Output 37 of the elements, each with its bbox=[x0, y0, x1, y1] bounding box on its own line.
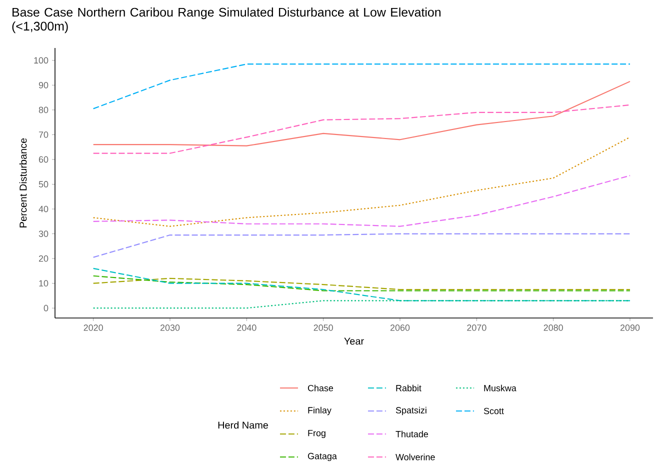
legend-label: Chase bbox=[308, 384, 334, 392]
y-tick-label: 70 bbox=[38, 132, 48, 138]
y-tick-label: 10 bbox=[39, 280, 48, 286]
y-tick-label: 30 bbox=[38, 230, 48, 237]
y-tick-label: 40 bbox=[38, 206, 48, 212]
x-tick-label: 2090 bbox=[620, 324, 640, 331]
x-axis-title: Year bbox=[344, 338, 364, 345]
y-tick-label: 20 bbox=[38, 255, 48, 262]
line-series bbox=[92, 80, 631, 146]
legend-label: Scott bbox=[484, 408, 504, 414]
x-tick-label: 2040 bbox=[237, 324, 256, 331]
x-tick-label: 2050 bbox=[314, 324, 333, 331]
line-series bbox=[92, 104, 631, 154]
legend-label: Thutade bbox=[396, 430, 428, 438]
x-tick-label: 2070 bbox=[467, 324, 486, 331]
x-tick-label: 2020 bbox=[84, 324, 103, 331]
legend-label: Muskwa bbox=[484, 384, 516, 392]
y-tick-label: 60 bbox=[38, 156, 48, 163]
y-tick-label: 90 bbox=[38, 82, 48, 88]
legend-label: Frog bbox=[308, 430, 326, 438]
legend-label: Spatsizi bbox=[396, 406, 426, 416]
legend-label: Finlay bbox=[308, 406, 332, 416]
legend-title: Herd Name bbox=[218, 421, 268, 429]
legend-label: Gataga bbox=[308, 452, 337, 462]
legend-label: Wolverine bbox=[396, 454, 435, 460]
line-series bbox=[92, 136, 631, 227]
y-tick-label: 0 bbox=[44, 304, 48, 312]
legend-label: Rabbit bbox=[396, 384, 422, 392]
line-series bbox=[92, 175, 631, 227]
chart-title: Base Case Northern Caribou Range Simulated Disturbance at Low Elevation (<1,300m) bbox=[12, 8, 440, 34]
y-axis-title: Percent Disturbance bbox=[19, 138, 27, 228]
y-tick-label: 80 bbox=[38, 106, 48, 114]
x-tick-label: 2080 bbox=[544, 324, 563, 331]
y-tick-label: 100 bbox=[34, 57, 48, 64]
x-tick-label: 2030 bbox=[160, 324, 180, 331]
x-tick-label: 2060 bbox=[390, 324, 410, 331]
y-tick-label: 50 bbox=[38, 181, 48, 188]
